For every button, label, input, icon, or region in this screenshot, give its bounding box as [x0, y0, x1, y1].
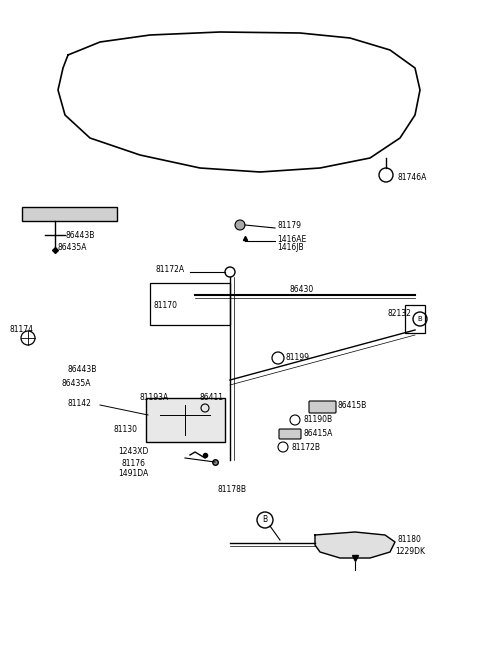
Text: 1229DK: 1229DK: [395, 547, 425, 556]
Text: 81172B: 81172B: [291, 443, 320, 451]
FancyBboxPatch shape: [309, 401, 336, 413]
Text: 81190B: 81190B: [303, 415, 332, 424]
Bar: [405, 305, 425, 333]
Text: 81178B: 81178B: [218, 486, 247, 495]
Text: 81170: 81170: [153, 300, 177, 309]
Text: 1243XD: 1243XD: [118, 447, 148, 457]
Text: 81180: 81180: [398, 535, 422, 545]
FancyBboxPatch shape: [279, 429, 301, 439]
Text: 86443B: 86443B: [68, 365, 97, 374]
Text: 81193A: 81193A: [140, 394, 169, 403]
Bar: [150, 283, 230, 325]
Text: 86430: 86430: [290, 284, 314, 294]
Text: 81174: 81174: [10, 325, 34, 334]
Text: 81130: 81130: [113, 426, 137, 434]
Text: 81746A: 81746A: [397, 173, 426, 183]
Text: 1416AE: 1416AE: [277, 235, 306, 244]
Text: B: B: [263, 516, 267, 524]
Text: 81199: 81199: [286, 353, 310, 363]
FancyBboxPatch shape: [22, 207, 117, 221]
Text: 86435A: 86435A: [62, 380, 92, 388]
Text: B: B: [418, 316, 422, 322]
Text: 1491DA: 1491DA: [118, 470, 148, 478]
FancyBboxPatch shape: [146, 398, 225, 442]
Text: 86415A: 86415A: [303, 428, 332, 438]
Circle shape: [235, 220, 245, 230]
Text: 81176: 81176: [122, 459, 146, 468]
Text: 86435A: 86435A: [58, 244, 87, 252]
Text: 81142: 81142: [68, 399, 92, 407]
Polygon shape: [315, 532, 395, 558]
Text: 82132: 82132: [388, 309, 412, 317]
Text: 86443B: 86443B: [65, 231, 95, 240]
Text: 86415B: 86415B: [338, 401, 367, 409]
Text: 81172A: 81172A: [155, 265, 184, 275]
Circle shape: [379, 168, 393, 182]
Text: 1416JB: 1416JB: [277, 242, 304, 252]
Text: 81179: 81179: [277, 221, 301, 231]
Text: 86411: 86411: [200, 394, 224, 403]
